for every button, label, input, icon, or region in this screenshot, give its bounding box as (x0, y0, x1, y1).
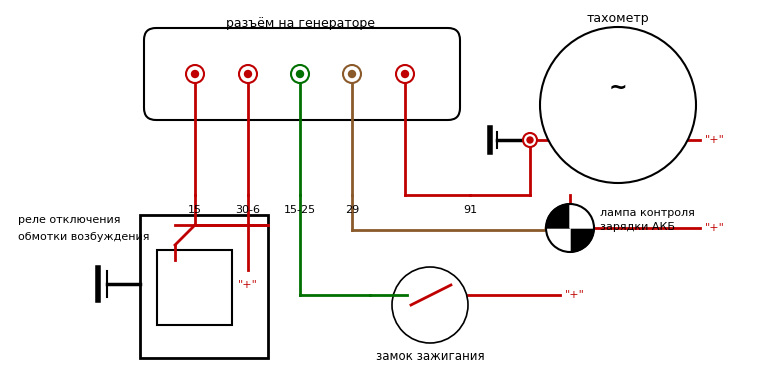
Text: замок зажигания: замок зажигания (376, 350, 484, 363)
Text: обмотки возбуждения: обмотки возбуждения (18, 232, 149, 242)
Circle shape (343, 65, 361, 83)
Text: зарядки АКБ: зарядки АКБ (600, 222, 675, 232)
Text: лампа контроля: лампа контроля (600, 208, 695, 218)
Circle shape (291, 65, 309, 83)
Circle shape (396, 65, 414, 83)
Bar (157, 250, 232, 325)
Circle shape (527, 137, 533, 143)
Text: ~: ~ (609, 78, 628, 98)
Text: "+": "+" (705, 135, 725, 145)
Polygon shape (570, 228, 594, 252)
Text: "+": "+" (705, 223, 725, 233)
Circle shape (245, 71, 251, 78)
Circle shape (523, 133, 537, 147)
Circle shape (540, 27, 696, 183)
Circle shape (348, 71, 355, 78)
Circle shape (392, 267, 468, 343)
Text: 15-25: 15-25 (284, 205, 316, 215)
Circle shape (297, 71, 304, 78)
Circle shape (239, 65, 257, 83)
Text: "+": "+" (238, 280, 258, 290)
Polygon shape (546, 228, 570, 252)
Text: реле отключения: реле отключения (18, 215, 121, 225)
Text: 91: 91 (463, 205, 477, 215)
Text: 30-6: 30-6 (235, 205, 261, 215)
Polygon shape (570, 204, 594, 228)
Text: тахометр: тахометр (587, 12, 649, 25)
Polygon shape (546, 204, 570, 228)
Circle shape (191, 71, 198, 78)
Text: "+": "+" (565, 290, 585, 300)
Text: 15: 15 (188, 205, 202, 215)
Circle shape (186, 65, 204, 83)
Circle shape (401, 71, 408, 78)
Text: разъём на генераторе: разъём на генераторе (225, 17, 375, 30)
Bar (140, 215, 268, 358)
FancyBboxPatch shape (144, 28, 460, 120)
Text: 29: 29 (345, 205, 359, 215)
